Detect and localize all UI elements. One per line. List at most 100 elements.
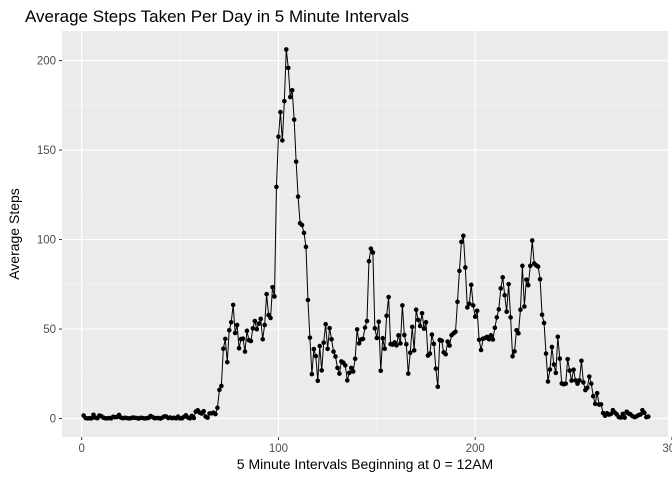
data-point bbox=[205, 415, 210, 420]
data-point bbox=[376, 319, 382, 325]
data-point bbox=[512, 349, 517, 354]
data-point bbox=[541, 320, 547, 326]
data-point bbox=[234, 322, 240, 328]
data-point bbox=[622, 415, 628, 420]
data-point bbox=[305, 297, 311, 303]
data-point bbox=[594, 390, 600, 396]
data-point bbox=[402, 332, 407, 338]
data-point bbox=[291, 117, 297, 122]
series-layer bbox=[81, 47, 651, 421]
data-point bbox=[545, 379, 551, 384]
data-point bbox=[400, 303, 405, 308]
data-point bbox=[325, 346, 330, 352]
data-point bbox=[581, 380, 586, 385]
data-point bbox=[285, 65, 291, 71]
data-point bbox=[313, 353, 319, 359]
data-point bbox=[270, 284, 275, 290]
data-point bbox=[370, 250, 376, 255]
data-point bbox=[563, 381, 568, 386]
data-point bbox=[409, 324, 415, 330]
data-point bbox=[498, 286, 504, 291]
minor-grid bbox=[62, 31, 668, 437]
data-point bbox=[258, 316, 264, 322]
data-point bbox=[557, 356, 563, 361]
data-point bbox=[431, 341, 437, 347]
data-point bbox=[646, 414, 651, 419]
data-point bbox=[219, 383, 224, 389]
data-point bbox=[510, 353, 515, 359]
data-point bbox=[551, 362, 557, 367]
data-point bbox=[396, 333, 401, 338]
data-point bbox=[250, 326, 256, 331]
data-point bbox=[228, 319, 234, 325]
data-point bbox=[565, 356, 570, 362]
data-point bbox=[280, 138, 285, 143]
data-point bbox=[417, 323, 423, 329]
data-point bbox=[232, 330, 238, 336]
data-point bbox=[618, 415, 624, 420]
data-point bbox=[404, 341, 409, 347]
data-point bbox=[516, 331, 521, 336]
data-point bbox=[585, 385, 590, 391]
data-point bbox=[429, 332, 435, 337]
axis-ticks bbox=[59, 60, 672, 440]
data-point bbox=[343, 363, 348, 368]
data-point bbox=[421, 326, 427, 332]
data-point bbox=[386, 294, 391, 300]
data-point bbox=[457, 268, 462, 274]
data-point bbox=[236, 345, 242, 351]
data-point bbox=[461, 233, 466, 239]
data-point bbox=[368, 246, 374, 251]
data-point bbox=[303, 244, 309, 250]
data-point bbox=[504, 309, 509, 314]
data-point bbox=[213, 411, 218, 417]
data-point bbox=[508, 315, 513, 320]
data-point bbox=[274, 184, 279, 190]
data-point bbox=[598, 402, 604, 407]
data-point bbox=[293, 159, 299, 164]
data-point bbox=[474, 308, 480, 314]
data-point bbox=[260, 336, 265, 342]
data-point bbox=[529, 238, 535, 243]
data-point bbox=[478, 347, 484, 353]
x-tick-label: 100 bbox=[269, 443, 288, 455]
data-point bbox=[354, 327, 360, 332]
data-point bbox=[592, 401, 598, 407]
data-point bbox=[352, 356, 358, 362]
data-point bbox=[455, 299, 460, 305]
data-point bbox=[459, 239, 464, 245]
data-point bbox=[433, 366, 439, 371]
data-point bbox=[476, 337, 482, 343]
data-point bbox=[224, 359, 230, 365]
data-point bbox=[380, 335, 386, 341]
data-point bbox=[577, 378, 582, 383]
y-tick-label: 100 bbox=[37, 235, 56, 247]
data-point bbox=[299, 222, 305, 228]
data-point bbox=[329, 336, 334, 342]
data-point bbox=[287, 94, 293, 100]
data-point bbox=[569, 378, 574, 383]
data-point bbox=[415, 317, 421, 323]
data-point bbox=[335, 365, 340, 371]
data-point bbox=[447, 343, 452, 348]
x-tick-label: 300 bbox=[662, 443, 672, 455]
plot-panel bbox=[62, 31, 668, 437]
x-axis-title: 5 Minute Intervals Beginning at 0 = 12AM bbox=[237, 456, 493, 472]
data-point bbox=[608, 411, 614, 417]
data-point bbox=[321, 340, 326, 345]
data-point bbox=[301, 230, 307, 236]
data-point bbox=[518, 307, 523, 313]
chart-title: Average Steps Taken Per Day in 5 Minute … bbox=[25, 7, 409, 26]
data-point bbox=[348, 365, 354, 371]
data-point bbox=[571, 367, 576, 372]
data-point bbox=[264, 291, 269, 297]
data-point bbox=[398, 341, 403, 346]
data-point bbox=[439, 338, 445, 343]
data-point bbox=[248, 338, 254, 344]
data-point bbox=[502, 292, 507, 298]
data-point bbox=[362, 325, 368, 330]
data-point bbox=[346, 370, 352, 376]
data-point bbox=[411, 348, 417, 353]
data-point bbox=[642, 410, 647, 416]
data-point bbox=[488, 333, 494, 338]
